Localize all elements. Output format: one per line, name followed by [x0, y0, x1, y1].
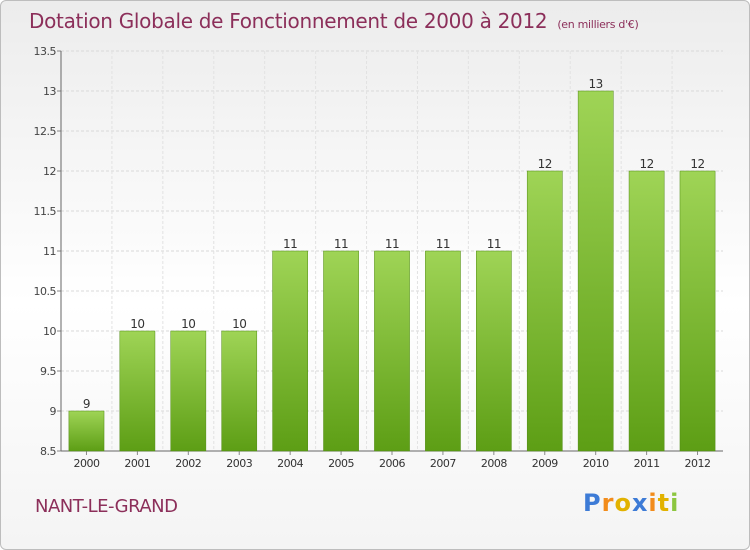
y-tick-label: 8.5 — [40, 445, 56, 458]
bar-value-label: 10 — [130, 317, 144, 331]
bar-value-label: 12 — [690, 157, 704, 171]
bar — [272, 250, 308, 452]
logo-letter: t — [657, 489, 671, 517]
logo-letter: r — [601, 489, 615, 517]
bar — [221, 330, 258, 452]
logo-letter: x — [631, 489, 649, 517]
bar — [170, 330, 207, 452]
bar-value-label: 12 — [639, 157, 653, 171]
chart-title: Dotation Globale de Fonctionnement de 20… — [29, 9, 639, 33]
x-tick-label: 2007 — [430, 457, 456, 470]
bar-value-label: 9 — [83, 397, 90, 411]
x-tick-label: 2003 — [226, 457, 252, 470]
bar-value-label: 12 — [538, 157, 552, 171]
bar-value-label: 11 — [283, 237, 297, 251]
x-tick-label: 2009 — [532, 457, 558, 470]
bar — [628, 170, 665, 452]
y-tick-label: 10.5 — [34, 285, 57, 298]
logo-letter: i — [670, 489, 680, 517]
bar — [679, 170, 716, 452]
y-tick-label: 12 — [43, 165, 56, 178]
x-tick-label: 2002 — [175, 457, 201, 470]
y-tick-label: 12.5 — [34, 125, 57, 138]
x-tick-label: 2001 — [124, 457, 150, 470]
proxiti-logo[interactable]: Proxiti — [583, 489, 679, 517]
x-tick-label: 2010 — [583, 457, 609, 470]
bar — [323, 250, 359, 452]
y-tick-label: 11.5 — [34, 205, 57, 218]
logo-letter: o — [614, 489, 632, 517]
bar — [374, 250, 410, 452]
title-text: Dotation Globale de Fonctionnement de 20… — [29, 9, 548, 33]
x-tick-label: 2004 — [277, 457, 303, 470]
x-tick-label: 2011 — [634, 457, 660, 470]
x-tick-label: 2008 — [481, 457, 507, 470]
bar-value-label: 11 — [436, 237, 450, 251]
bar-value-label: 10 — [181, 317, 195, 331]
bar-value-label: 11 — [334, 237, 348, 251]
y-tick-label: 13.5 — [34, 45, 57, 58]
y-tick-label: 9 — [50, 405, 57, 418]
logo-letter: i — [648, 489, 658, 517]
x-tick-label: 2012 — [685, 457, 711, 470]
x-tick-label: 2005 — [328, 457, 354, 470]
labels: 8.5 9 9.5 10 10.5 11 11.5 12 12.5 13 13.5 9 2000 10 20… — [34, 45, 712, 470]
x-tick-label: 2000 — [73, 457, 99, 470]
y-tick-label: 10 — [43, 325, 56, 338]
logo-letter: P — [583, 489, 602, 517]
bar — [119, 330, 156, 452]
bar-value-label: 13 — [589, 77, 603, 91]
bar — [526, 170, 563, 452]
x-tick-label: 2006 — [379, 457, 405, 470]
unit-label: (en milliers d'€) — [557, 18, 639, 31]
bar — [425, 250, 461, 452]
bar — [68, 410, 105, 452]
y-tick-label: 9.5 — [40, 365, 56, 378]
commune-name: NANT-LE-GRAND — [35, 496, 178, 517]
bar-value-label: 11 — [487, 237, 501, 251]
bar-value-label: 10 — [232, 317, 246, 331]
bar — [476, 250, 512, 452]
bar — [577, 90, 614, 452]
y-tick-label: 11 — [43, 245, 56, 258]
bar-value-label: 11 — [385, 237, 399, 251]
bars — [68, 90, 716, 452]
y-tick-label: 13 — [43, 85, 56, 98]
